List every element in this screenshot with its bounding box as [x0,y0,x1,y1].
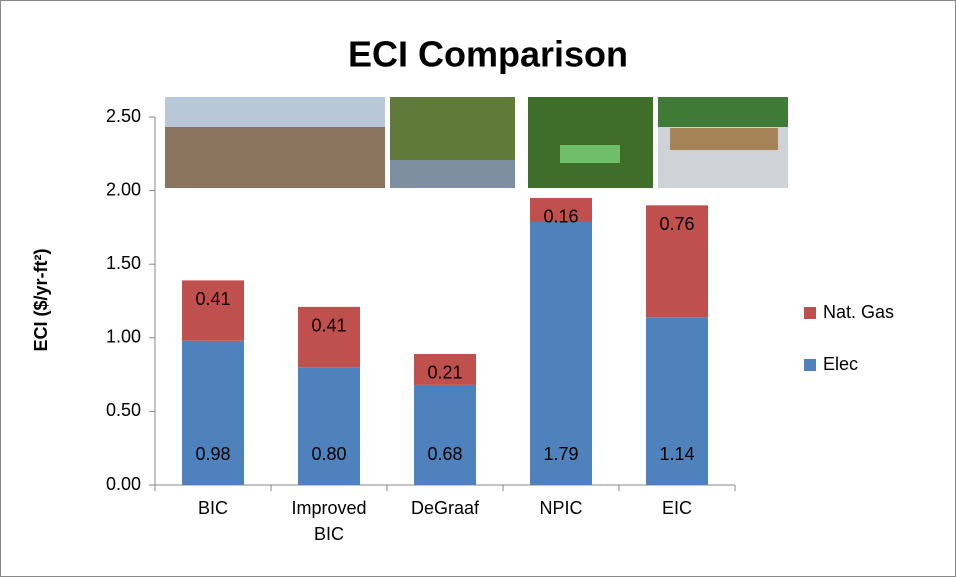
photo-sky [165,97,385,127]
data-label: 0.76 [659,214,694,234]
legend-swatch [804,307,816,319]
bar-segment [182,280,244,341]
bar-segment [298,306,360,368]
x-tick-label: EIC [661,498,692,518]
data-label: 0.68 [427,444,462,464]
bar-segment [298,367,360,485]
legend-swatch [804,359,816,371]
legend-label: Nat. Gas [823,302,894,322]
photo-building [670,128,778,150]
x-tick-label: BIC [197,498,228,518]
chart-title: ECI Comparison [348,34,628,75]
y-tick-label: 2.50 [106,106,141,126]
data-label: 1.79 [543,444,578,464]
data-label: 0.98 [195,444,230,464]
y-tick-label: 0.00 [106,474,141,494]
y-tick-label: 0.50 [106,400,141,420]
photo-trees [658,97,788,127]
photos [165,97,788,188]
photo [528,97,653,188]
bar-segment [414,353,476,385]
legend-label: Elec [823,354,858,374]
data-label: 0.21 [427,363,462,383]
data-label: 0.41 [311,316,346,336]
bar-segment [182,340,244,485]
data-label: 0.16 [543,207,578,227]
photo-roof [560,145,620,163]
y-tick-label: 1.50 [106,253,141,273]
data-label: 0.80 [311,444,346,464]
bar-segment [414,384,476,485]
data-label: 1.14 [659,444,694,464]
bar-segment [530,221,592,485]
x-tick-label: NPIC [539,498,583,518]
bar-segment [646,317,708,485]
y-tick-label: 1.00 [106,327,141,347]
data-label: 0.41 [195,289,230,309]
y-tick-label: 2.00 [106,179,141,199]
bar-segment [530,197,592,222]
y-axis-label: ECI ($/yr-ft²) [31,248,51,351]
x-tick-label: DeGraaf [410,498,480,518]
x-tick-label: Improved BIC [291,498,367,544]
bar-segment [646,205,708,318]
photo-ground [390,160,515,188]
